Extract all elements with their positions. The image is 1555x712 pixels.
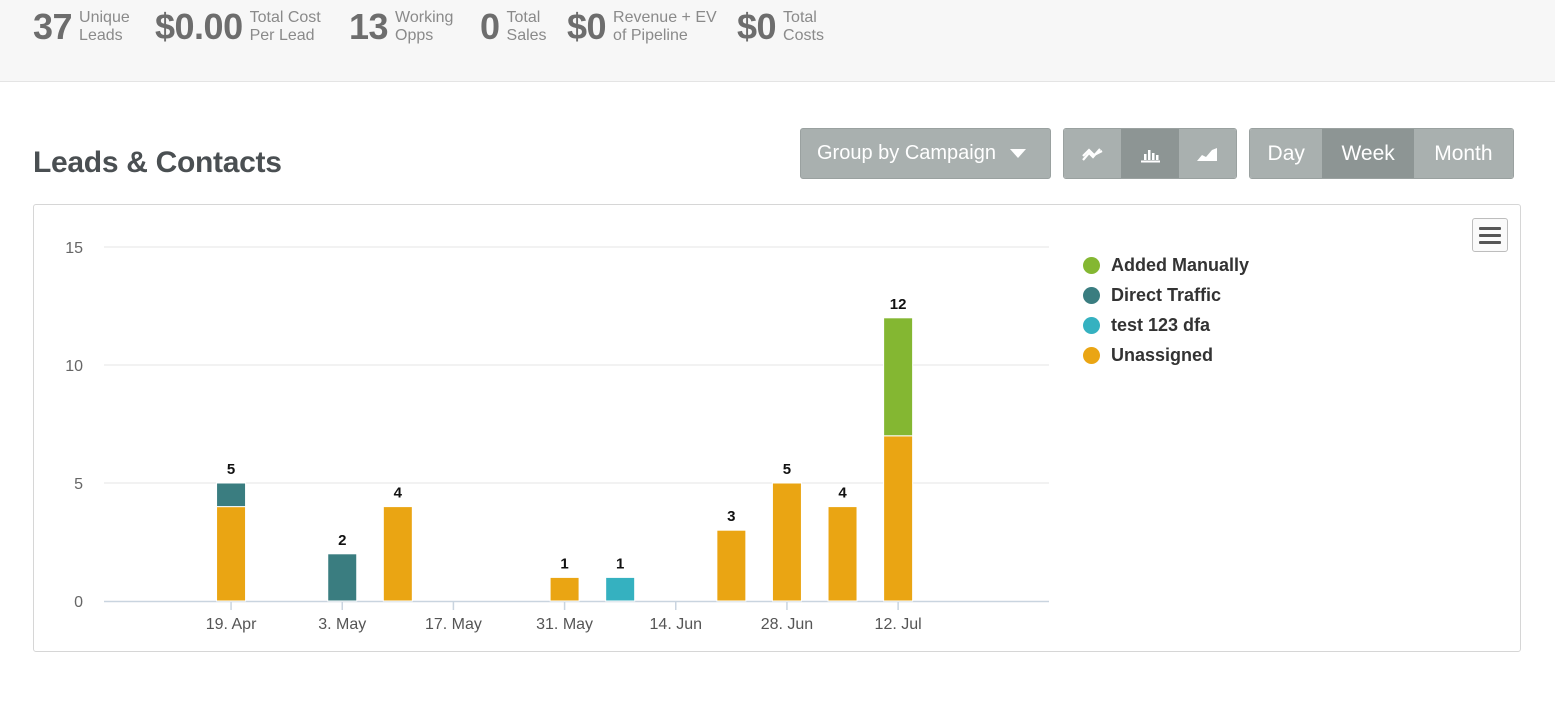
legend-item-added-manually[interactable]: Added Manually [1083, 250, 1249, 280]
stats-bar: 37 Unique Leads $0.00 Total Cost Per Lead … [0, 0, 1555, 82]
legend-dot [1083, 346, 1100, 364]
legend-dot [1083, 316, 1100, 334]
stat-cost-per-lead: $0.00 Total Cost Per Lead [155, 6, 321, 48]
stat-working-opps: 13 Working Opps [349, 6, 453, 48]
chart-panel [33, 204, 1521, 652]
legend-item-test-123-dfa[interactable]: test 123 dfa [1083, 310, 1249, 340]
bar-chart-icon [1140, 149, 1160, 162]
line-chart-icon [1081, 147, 1103, 161]
stat-total-costs: $0 Total Costs [737, 6, 824, 48]
bar-chart-button[interactable] [1121, 129, 1179, 178]
chart-legend: Added Manually Direct Traffic test 123 d… [1083, 250, 1249, 370]
area-chart-button[interactable] [1178, 129, 1236, 178]
period-week-button[interactable]: Week [1322, 129, 1414, 178]
legend-item-direct-traffic[interactable]: Direct Traffic [1083, 280, 1249, 310]
stat-total-sales: 0 Total Sales [480, 6, 547, 48]
stat-label: Unique Leads [79, 9, 130, 44]
stat-revenue-pipeline: $0 Revenue + EV of Pipeline [567, 6, 717, 48]
hamburger-line [1479, 233, 1501, 237]
chart-type-toggle [1063, 128, 1237, 179]
stat-label: Working Opps [395, 9, 454, 44]
group-by-label: Group by Campaign [817, 142, 996, 164]
stat-value: $0.00 [155, 6, 243, 47]
stat-value: 0 [480, 6, 500, 47]
legend-dot [1083, 286, 1100, 304]
legend-item-unassigned[interactable]: Unassigned [1083, 340, 1249, 370]
period-toggle: Day Week Month [1249, 128, 1514, 179]
stat-label: Total Sales [506, 9, 547, 44]
period-month-button[interactable]: Month [1413, 129, 1513, 178]
legend-dot [1083, 256, 1100, 274]
area-chart-icon [1197, 147, 1218, 161]
caret-down-icon [1009, 149, 1026, 158]
stat-value: $0 [737, 6, 777, 47]
stat-label: Revenue + EV of Pipeline [613, 9, 717, 44]
legend-label: Added Manually [1111, 254, 1250, 275]
stat-value: 13 [349, 6, 389, 47]
hamburger-line [1479, 226, 1501, 230]
stat-value: $0 [567, 6, 607, 47]
legend-label: test 123 dfa [1111, 314, 1211, 335]
stat-unique-leads: 37 Unique Leads [33, 6, 130, 48]
legend-label: Direct Traffic [1111, 284, 1222, 305]
stat-label: Total Cost Per Lead [249, 9, 321, 44]
period-day-button[interactable]: Day [1250, 129, 1323, 178]
stat-label: Total Costs [783, 9, 824, 44]
line-chart-button[interactable] [1064, 129, 1122, 178]
hamburger-line [1479, 240, 1501, 244]
legend-label: Unassigned [1111, 344, 1214, 365]
group-by-dropdown[interactable]: Group by Campaign [800, 128, 1051, 179]
chart-menu-button[interactable] [1472, 218, 1508, 252]
section-title: Leads & Contacts [33, 146, 282, 179]
stat-value: 37 [33, 6, 73, 47]
